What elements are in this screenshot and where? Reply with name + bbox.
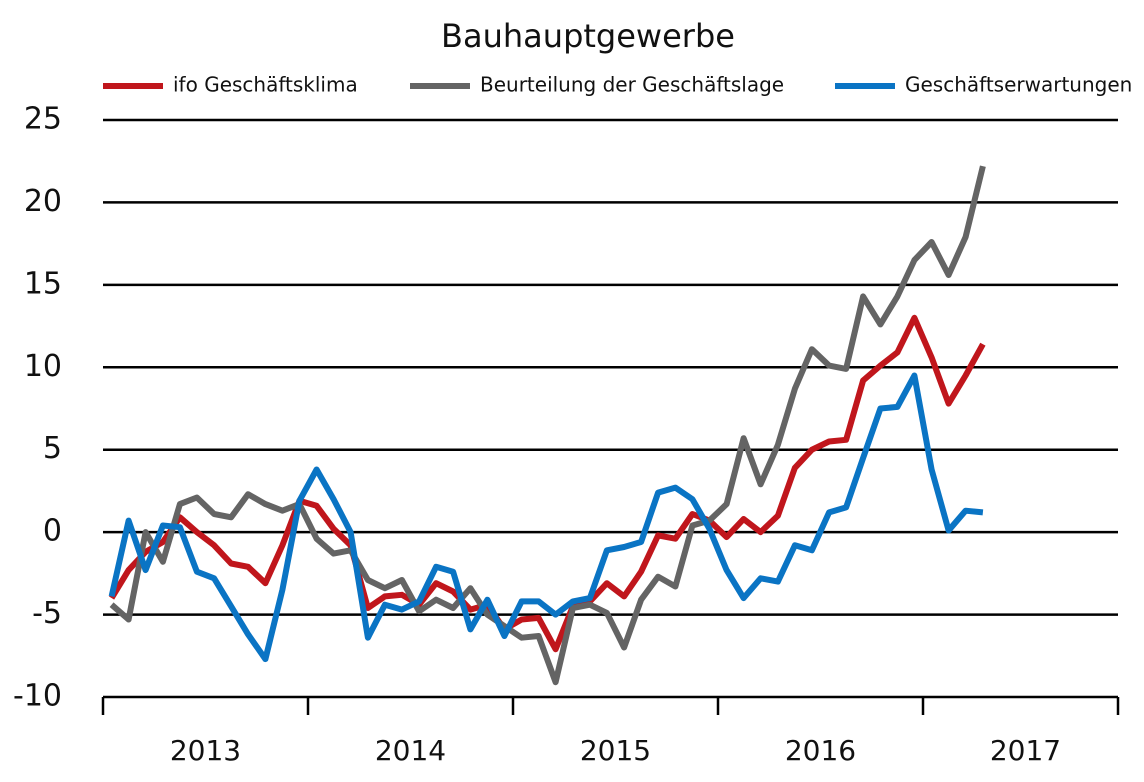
y-tick-label: 20 — [24, 184, 62, 219]
x-tick-label: 2015 — [580, 734, 651, 767]
x-tick-label: 2013 — [170, 734, 241, 767]
y-tick-label: -10 — [13, 679, 62, 714]
y-tick-label: 10 — [24, 349, 62, 384]
y-tick-label: -5 — [32, 596, 62, 631]
x-tick-label: 2016 — [785, 734, 856, 767]
series-line — [109, 165, 986, 686]
x-tick-label: 2014 — [375, 734, 446, 767]
x-tick-label: 2017 — [990, 734, 1061, 767]
series-line — [109, 314, 986, 653]
series-line — [108, 372, 984, 663]
legend-label: Beurteilung der Geschäftslage — [480, 73, 784, 97]
y-tick-label: 25 — [24, 102, 62, 137]
chart-title: Bauhauptgewerbe — [441, 17, 735, 55]
y-tick-label: 5 — [43, 431, 62, 466]
y-tick-label: 0 — [43, 514, 62, 549]
y-tick-label: 15 — [24, 266, 62, 301]
legend-label: Geschäftserwartungen — [905, 73, 1132, 97]
legend-label: ifo Geschäftsklima — [173, 73, 358, 97]
